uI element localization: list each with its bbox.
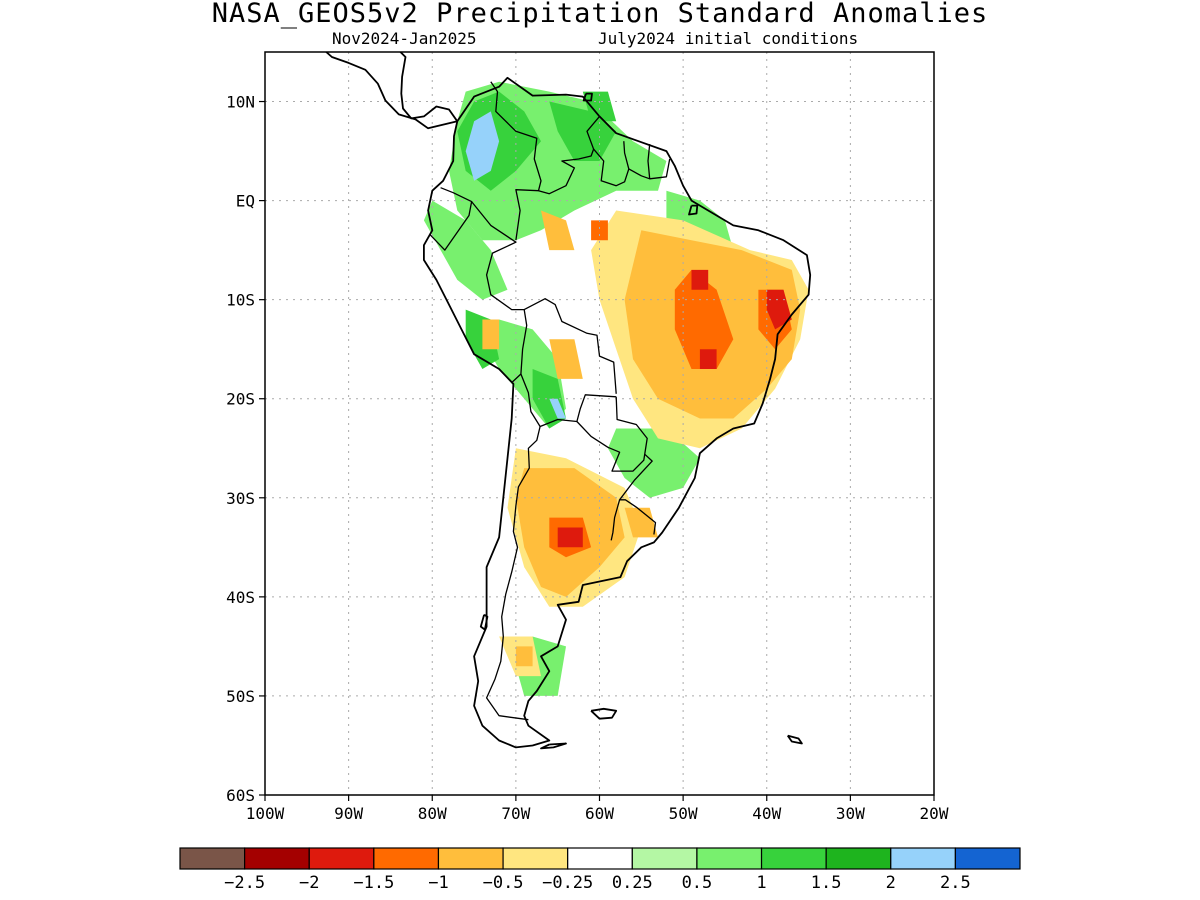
colorbar-swatch	[760, 847, 827, 870]
anomaly-region	[549, 398, 566, 419]
initial-conditions-subtitle: July2024 initial conditions	[598, 29, 859, 48]
colorbar-label: 1.5	[811, 873, 842, 893]
anomaly-region	[691, 269, 709, 290]
map-title: NASA_GEOS5v2 Precipitation Standard Anom…	[211, 0, 989, 29]
lon-tick-label: 100W	[246, 804, 285, 823]
colorbar-swatch	[890, 847, 956, 870]
coastline	[582, 92, 593, 102]
lon-tick-label: 40W	[752, 804, 781, 823]
colorbar-label: −0.5	[483, 873, 524, 893]
lat-tick-label: 40S	[226, 588, 255, 607]
lon-tick-label: 60W	[585, 804, 614, 823]
anomaly-region	[674, 269, 734, 369]
country-border	[523, 298, 617, 394]
forecast-period-subtitle: Nov2024-Jan2025	[332, 29, 477, 48]
coastline	[540, 742, 567, 750]
colorbar-swatch	[696, 847, 763, 870]
lat-tick-label: 10S	[226, 291, 255, 310]
colorbar-swatch	[179, 847, 246, 870]
lat-tick-label: 20S	[226, 390, 255, 409]
anomaly-region	[465, 111, 500, 181]
colorbar-swatch	[502, 847, 569, 870]
anomaly-region	[607, 428, 700, 498]
colorbar-label: 2.5	[940, 873, 971, 893]
colorbar-swatch	[437, 847, 504, 870]
colorbar-label: −1.5	[353, 873, 394, 893]
lon-tick-label: 90W	[334, 804, 363, 823]
gridlines	[265, 52, 934, 795]
anomaly-region	[591, 220, 608, 241]
coastline	[479, 613, 489, 631]
longitude-axis: 100W 90W 80W 70W 60W 50W 40W 30W 20W	[246, 795, 949, 823]
country-border	[593, 141, 630, 187]
lon-tick-label: 70W	[501, 804, 530, 823]
colorbar-label: 0.25	[612, 873, 653, 893]
country-border	[471, 201, 528, 383]
coastline	[786, 734, 803, 745]
country-borders	[429, 81, 671, 721]
country-border	[576, 396, 648, 472]
colorbar-label: 0.5	[682, 873, 713, 893]
country-border	[538, 115, 600, 195]
lat-tick-label: 10N	[226, 93, 255, 112]
colorbar-swatch	[825, 847, 892, 870]
country-border	[520, 373, 617, 428]
anomaly-region	[766, 289, 792, 330]
anomaly-region	[699, 349, 717, 369]
country-border	[649, 158, 671, 180]
country-border	[610, 499, 621, 541]
lon-tick-label: 30W	[836, 804, 865, 823]
colorbar-label: −2	[299, 873, 319, 893]
colorbar-swatch	[567, 847, 633, 870]
country-border	[490, 81, 542, 241]
colorbar-swatch	[631, 847, 698, 870]
lon-tick-label: 80W	[418, 804, 447, 823]
latitude-axis: 10N EQ 10S 20S 30S 40S 50S 60S	[226, 93, 265, 805]
colorbar-swatch	[244, 847, 310, 870]
lat-tick-label: 30S	[226, 489, 255, 508]
coastline	[399, 52, 459, 122]
country-border	[618, 453, 657, 535]
country-border	[485, 426, 541, 721]
colorbar-swatch	[373, 847, 440, 870]
colorbar-label: 2	[886, 873, 896, 893]
country-border	[429, 187, 473, 251]
anomaly-region	[515, 646, 533, 667]
coastline	[324, 52, 458, 130]
lon-tick-label: 20W	[920, 804, 949, 823]
coastline	[422, 76, 812, 749]
colorbar-label: −0.25	[542, 873, 593, 893]
anomaly-region	[624, 507, 658, 538]
colorbar-label: 1	[756, 873, 766, 893]
colorbar-swatch	[308, 847, 375, 870]
anomaly-region	[549, 101, 617, 161]
lat-tick-label: EQ	[236, 192, 255, 211]
coastline	[590, 707, 618, 720]
anomaly-region	[482, 319, 500, 350]
anomaly-region	[557, 527, 583, 548]
coastlines	[324, 52, 812, 750]
anomaly-shading	[423, 81, 809, 696]
coastline	[688, 204, 699, 216]
lat-tick-label: 50S	[226, 687, 255, 706]
anomaly-region	[541, 210, 575, 251]
lon-tick-label: 50W	[669, 804, 698, 823]
lat-tick-label: 60S	[226, 786, 255, 805]
colorbar-label: −2.5	[224, 873, 265, 893]
colorbar-swatch	[954, 847, 1021, 870]
colorbar-legend: −2.5 −2 −1.5 −1 −0.5 −0.25 0.25 0.5 1 1.5 2 2.5	[179, 847, 1021, 893]
colorbar-label: −1	[428, 873, 448, 893]
anomaly-region	[549, 339, 583, 379]
